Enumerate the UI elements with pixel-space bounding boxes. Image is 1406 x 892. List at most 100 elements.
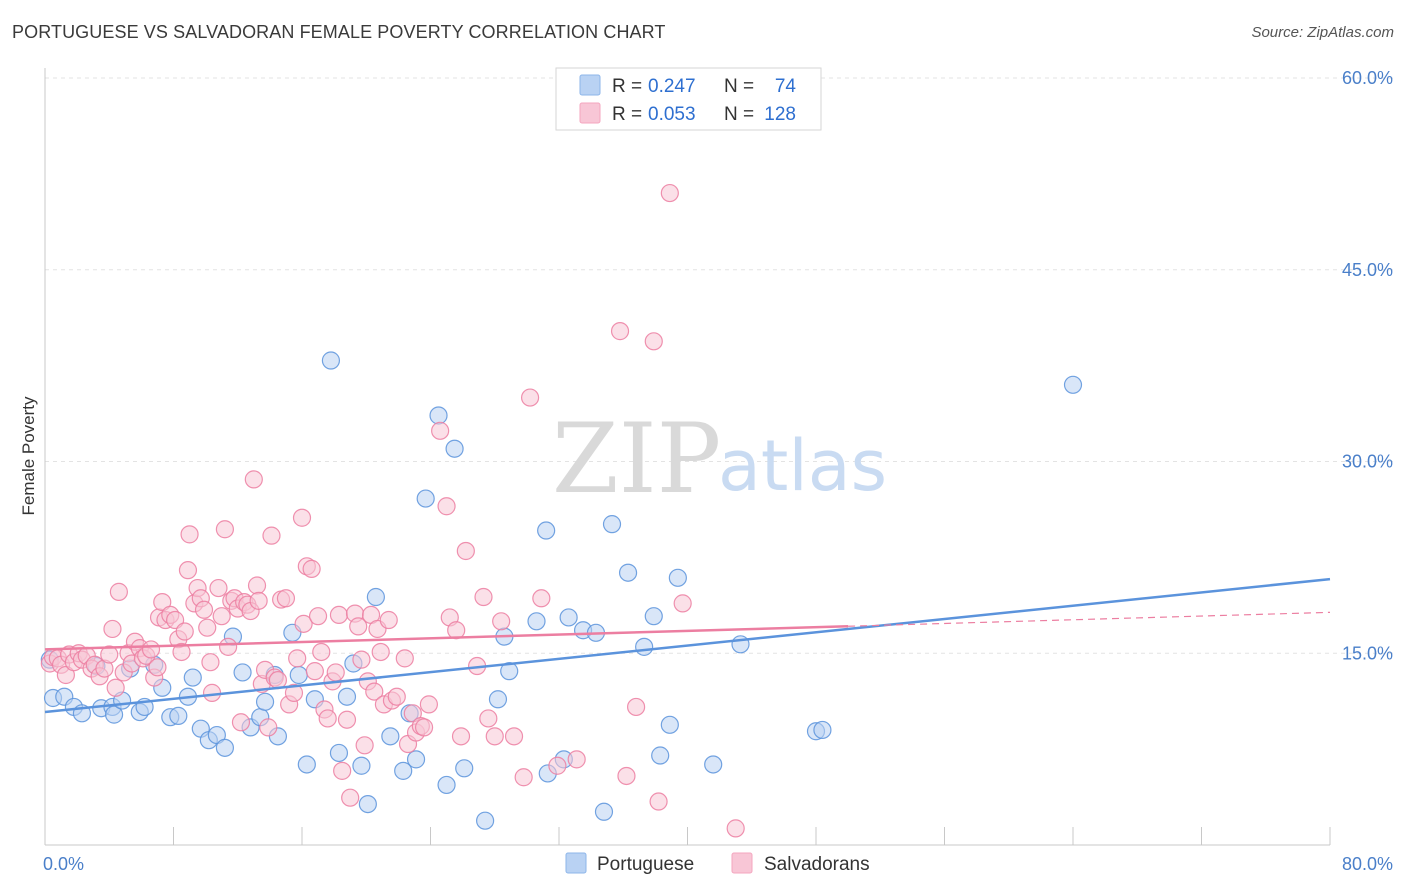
legend-r-value-portuguese: 0.247: [648, 76, 696, 97]
point-salvadorans-114: [485, 727, 504, 746]
point-salvadorans-127: [660, 183, 679, 203]
point-portuguese-66: [651, 746, 670, 765]
point-portuguese-51: [488, 690, 508, 709]
point-salvadorans-126: [649, 792, 668, 811]
point-salvadorans-113: [479, 709, 498, 728]
point-salvadorans-56: [244, 470, 263, 489]
point-portuguese-47: [437, 775, 456, 795]
point-portuguese-63: [618, 563, 638, 582]
point-salvadorans-121: [567, 750, 586, 769]
point-salvadorans-70: [292, 508, 312, 527]
point-salvadorans-120: [548, 756, 567, 775]
source-credit: Source: ZipAtlas.com: [1251, 24, 1394, 41]
x-tick-label-1: 80.0%: [1342, 854, 1393, 874]
point-portuguese-69: [704, 755, 723, 774]
point-salvadorans-95: [379, 610, 398, 630]
point-salvadorans-45: [209, 578, 228, 598]
point-portuguese-67: [660, 715, 679, 734]
point-portuguese-18: [183, 668, 202, 687]
point-portuguese-44: [406, 750, 426, 769]
point-salvadorans-112: [474, 587, 493, 607]
series-legend-label-portuguese: Portuguese: [597, 854, 694, 875]
data-points: [40, 183, 1083, 838]
point-salvadorans-104: [419, 695, 438, 714]
point-salvadorans-87: [352, 650, 371, 669]
point-salvadorans-68: [284, 683, 304, 702]
point-salvadorans-43: [201, 653, 220, 672]
point-salvadorans-119: [532, 589, 551, 608]
point-salvadorans-52: [231, 713, 251, 732]
legend-swatch-salvadorans: [579, 102, 601, 124]
point-salvadorans-46: [212, 607, 231, 626]
point-portuguese-22: [215, 738, 234, 757]
point-portuguese-68: [668, 568, 687, 587]
y-tick-label-0: 15.0%: [1342, 643, 1393, 663]
point-salvadorans-93: [371, 642, 390, 662]
y-tick-label-1: 30.0%: [1342, 452, 1393, 472]
x-tick-label-0: 0.0%: [43, 854, 84, 874]
point-salvadorans-36: [178, 561, 198, 580]
point-portuguese-73: [1063, 375, 1083, 394]
legend-r-value-salvadorans: 0.053: [648, 104, 696, 125]
point-salvadorans-57: [247, 576, 267, 595]
y-tick-labels: 15.0% 30.0% 45.0% 60.0%: [1342, 68, 1393, 663]
trend-line-extension-salvadorans: [848, 611, 1331, 627]
point-salvadorans-29: [153, 593, 172, 612]
point-salvadorans-125: [644, 332, 663, 351]
point-salvadorans-116: [504, 727, 524, 746]
point-salvadorans-35: [175, 622, 194, 641]
point-portuguese-24: [233, 663, 252, 682]
point-salvadorans-117: [514, 768, 533, 787]
point-salvadorans-129: [726, 819, 745, 838]
legend-n-value-salvadorans: 128: [764, 104, 796, 125]
point-salvadorans-81: [329, 605, 349, 625]
legend-r-label-portuguese: R =: [612, 76, 642, 97]
point-salvadorans-118: [520, 388, 540, 407]
point-salvadorans-34: [172, 642, 191, 662]
watermark: ZIP atlas: [552, 403, 887, 515]
point-salvadorans-62: [262, 526, 281, 545]
point-portuguese-53: [500, 662, 519, 681]
point-portuguese-41: [381, 727, 400, 746]
point-salvadorans-82: [333, 761, 352, 780]
point-salvadorans-91: [365, 682, 384, 701]
point-salvadorans-73: [302, 559, 321, 578]
point-salvadorans-83: [337, 710, 357, 729]
point-salvadorans-41: [194, 600, 214, 619]
series-legend-label-salvadorans: Salvadorans: [764, 854, 870, 875]
trend-line-portuguese: [44, 577, 1331, 714]
point-salvadorans-123: [617, 766, 636, 786]
watermark-zip: ZIP: [552, 403, 721, 515]
legend-n-label-salvadorans: N =: [724, 104, 754, 125]
point-portuguese-55: [537, 521, 556, 540]
point-salvadorans-75: [308, 607, 328, 626]
point-salvadorans-76: [312, 642, 331, 662]
series-legend-swatch-salvadorans: [731, 852, 753, 874]
point-portuguese-31: [289, 665, 308, 685]
point-salvadorans-69: [288, 649, 307, 668]
point-salvadorans-37: [180, 525, 199, 544]
point-portuguese-21: [207, 725, 226, 745]
point-salvadorans-15: [103, 619, 122, 639]
point-salvadorans-78: [318, 709, 337, 728]
series-legend: Portuguese Salvadorans: [565, 852, 870, 875]
point-salvadorans-98: [395, 649, 414, 668]
point-salvadorans-17: [109, 582, 128, 601]
point-portuguese-49: [455, 759, 474, 778]
point-salvadorans-58: [249, 591, 268, 610]
point-portuguese-45: [416, 489, 435, 508]
point-salvadorans-47: [215, 520, 234, 539]
point-portuguese-35: [329, 743, 349, 763]
point-salvadorans-66: [276, 589, 296, 608]
point-portuguese-61: [594, 802, 614, 821]
point-portuguese-64: [635, 637, 654, 656]
point-salvadorans-122: [610, 322, 630, 341]
point-salvadorans-71: [294, 614, 313, 633]
point-salvadorans-110: [456, 541, 475, 561]
point-salvadorans-109: [451, 727, 471, 746]
point-salvadorans-44: [202, 683, 222, 702]
point-salvadorans-124: [626, 697, 646, 717]
point-salvadorans-64: [268, 670, 288, 690]
point-portuguese-54: [527, 612, 546, 631]
